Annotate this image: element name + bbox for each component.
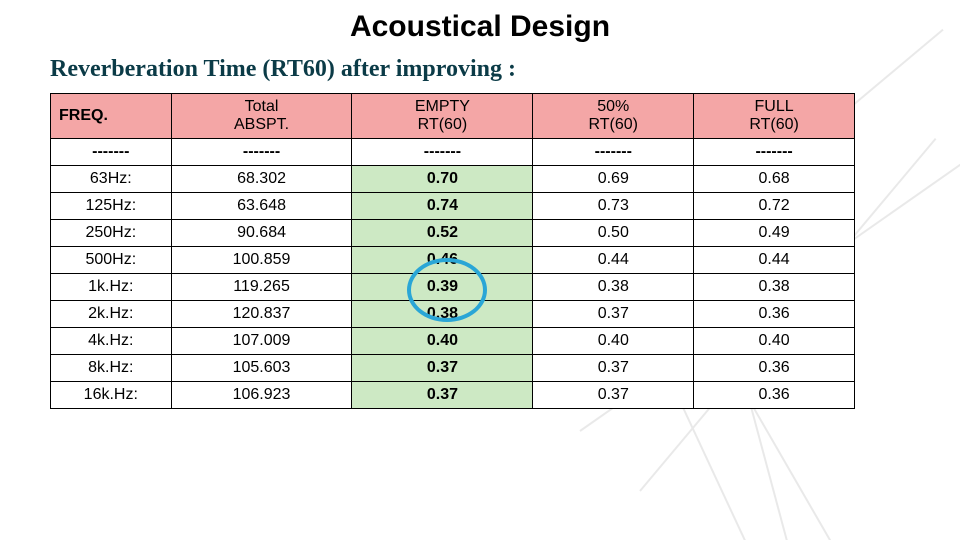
cell-freq: 63Hz:: [51, 166, 172, 193]
cell-abspt: 100.859: [171, 247, 352, 274]
page-title: Acoustical Design: [0, 10, 960, 44]
rt60-table: FREQ. TotalABSPT. EMPTYRT(60) 50%RT(60) …: [50, 93, 855, 409]
cell-50: 0.37: [533, 382, 694, 409]
table-row: 1k.Hz: 119.265 0.39 0.38 0.38: [51, 274, 855, 301]
table-row: 500Hz: 100.859 0.46 0.44 0.44: [51, 247, 855, 274]
cell-full: 0.44: [694, 247, 855, 274]
cell-full: 0.36: [694, 301, 855, 328]
cell-abspt: 120.837: [171, 301, 352, 328]
table-row: 8k.Hz: 105.603 0.37 0.37 0.36: [51, 355, 855, 382]
table-row: 2k.Hz: 120.837 0.38 0.37 0.36: [51, 301, 855, 328]
cell-full: 0.68: [694, 166, 855, 193]
rt60-table-container: FREQ. TotalABSPT. EMPTYRT(60) 50%RT(60) …: [50, 93, 910, 409]
cell-full: 0.40: [694, 328, 855, 355]
cell-50: 0.69: [533, 166, 694, 193]
cell-empty: 0.39: [352, 274, 533, 301]
cell-full: 0.38: [694, 274, 855, 301]
cell-empty: 0.74: [352, 193, 533, 220]
cell-50: 0.40: [533, 328, 694, 355]
cell-empty: 0.52: [352, 220, 533, 247]
cell-abspt: 106.923: [171, 382, 352, 409]
header-abspt: TotalABSPT.: [171, 94, 352, 139]
dash-cell: -------: [694, 139, 855, 166]
cell-50: 0.37: [533, 355, 694, 382]
dash-cell: -------: [352, 139, 533, 166]
cell-freq: 8k.Hz:: [51, 355, 172, 382]
cell-50: 0.44: [533, 247, 694, 274]
cell-50: 0.38: [533, 274, 694, 301]
header-freq: FREQ.: [51, 94, 172, 139]
cell-full: 0.36: [694, 355, 855, 382]
cell-abspt: 63.648: [171, 193, 352, 220]
cell-full: 0.36: [694, 382, 855, 409]
dash-cell: -------: [171, 139, 352, 166]
cell-freq: 4k.Hz:: [51, 328, 172, 355]
cell-freq: 1k.Hz:: [51, 274, 172, 301]
cell-50: 0.73: [533, 193, 694, 220]
cell-freq: 2k.Hz:: [51, 301, 172, 328]
table-header-row: FREQ. TotalABSPT. EMPTYRT(60) 50%RT(60) …: [51, 94, 855, 139]
table-row: 63Hz: 68.302 0.70 0.69 0.68: [51, 166, 855, 193]
cell-empty: 0.37: [352, 355, 533, 382]
cell-empty: 0.46: [352, 247, 533, 274]
cell-freq: 125Hz:: [51, 193, 172, 220]
header-full: FULLRT(60): [694, 94, 855, 139]
dash-cell: -------: [51, 139, 172, 166]
page-subtitle: Reverberation Time (RT60) after improvin…: [50, 56, 960, 83]
cell-empty: 0.38: [352, 301, 533, 328]
cell-empty: 0.37: [352, 382, 533, 409]
cell-50: 0.50: [533, 220, 694, 247]
dash-row: ------- ------- ------- ------- -------: [51, 139, 855, 166]
cell-empty: 0.40: [352, 328, 533, 355]
table-row: 250Hz: 90.684 0.52 0.50 0.49: [51, 220, 855, 247]
cell-abspt: 90.684: [171, 220, 352, 247]
cell-empty: 0.70: [352, 166, 533, 193]
cell-full: 0.72: [694, 193, 855, 220]
cell-50: 0.37: [533, 301, 694, 328]
dash-cell: -------: [533, 139, 694, 166]
cell-freq: 500Hz:: [51, 247, 172, 274]
cell-freq: 250Hz:: [51, 220, 172, 247]
cell-abspt: 107.009: [171, 328, 352, 355]
table-row: 4k.Hz: 107.009 0.40 0.40 0.40: [51, 328, 855, 355]
table-row: 16k.Hz: 106.923 0.37 0.37 0.36: [51, 382, 855, 409]
cell-abspt: 105.603: [171, 355, 352, 382]
cell-abspt: 68.302: [171, 166, 352, 193]
table-row: 125Hz: 63.648 0.74 0.73 0.72: [51, 193, 855, 220]
cell-full: 0.49: [694, 220, 855, 247]
header-50: 50%RT(60): [533, 94, 694, 139]
header-empty: EMPTYRT(60): [352, 94, 533, 139]
cell-abspt: 119.265: [171, 274, 352, 301]
cell-freq: 16k.Hz:: [51, 382, 172, 409]
